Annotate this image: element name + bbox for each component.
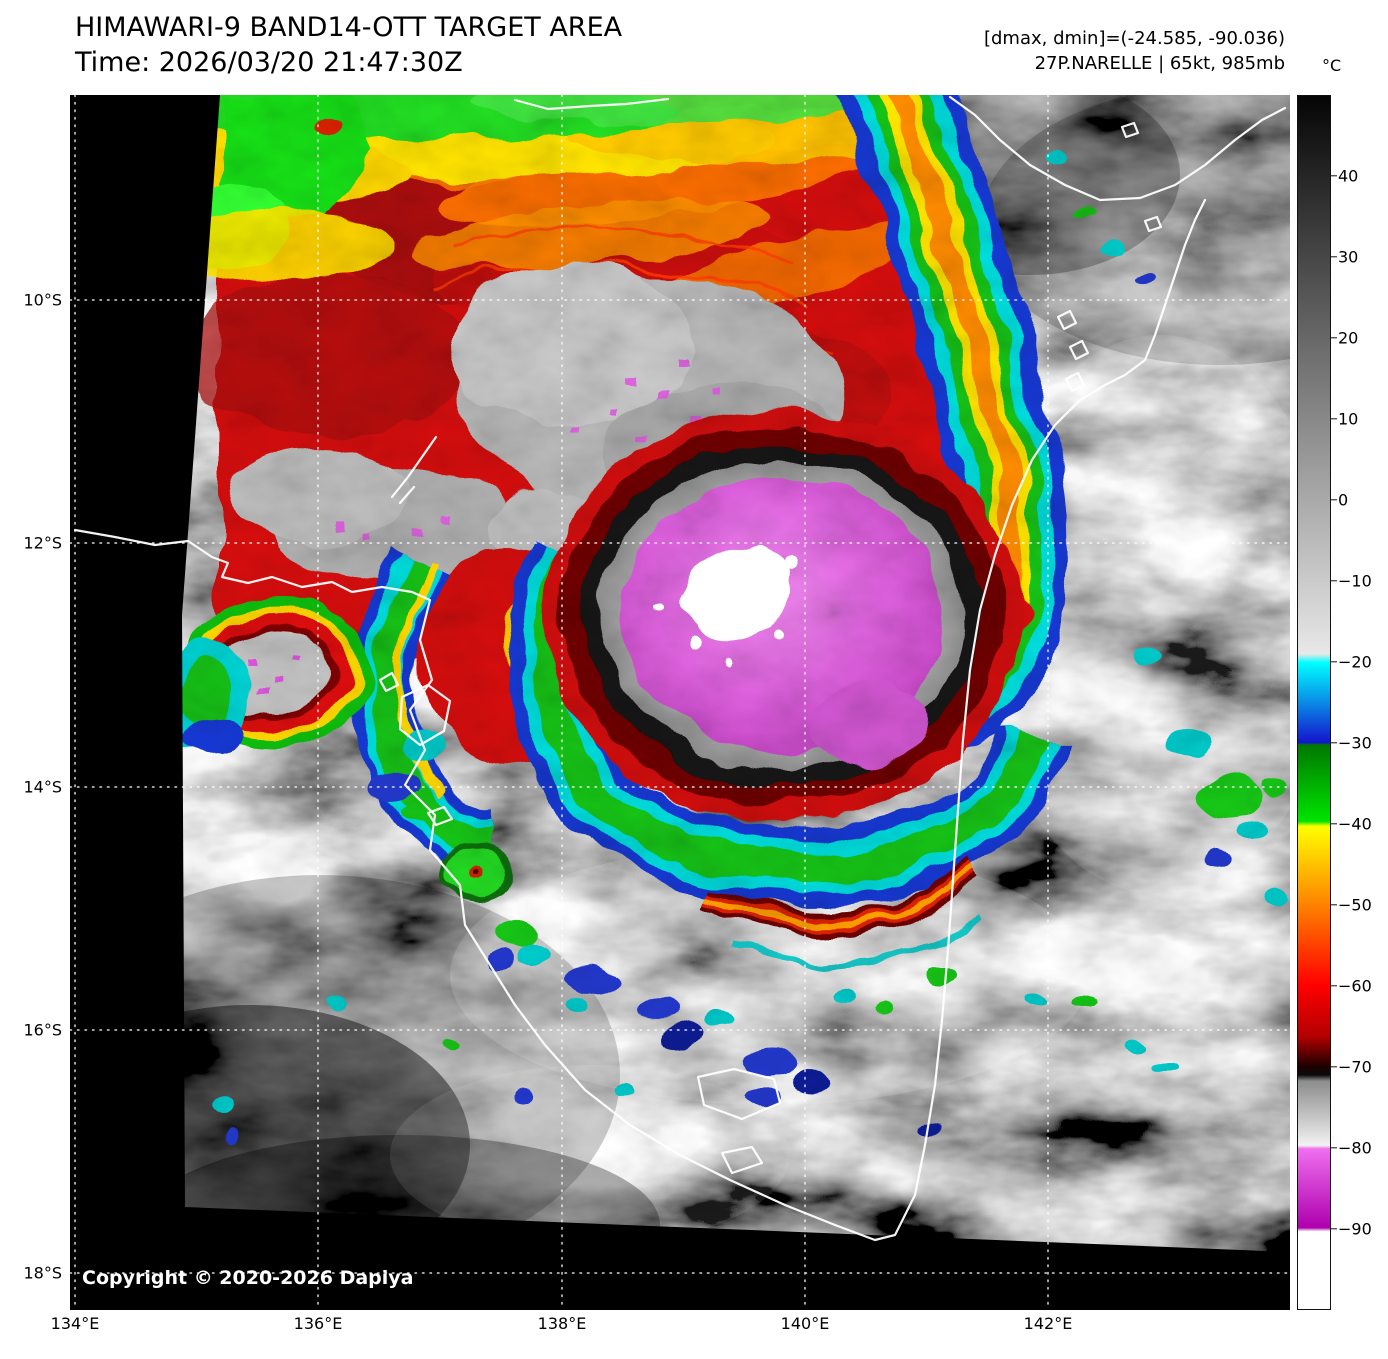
colorbar-tick-mark	[1331, 985, 1337, 987]
colorbar-tick-mark	[1331, 742, 1337, 744]
colorbar-tick-mark	[1331, 337, 1337, 339]
colorbar-tick-mark	[1331, 580, 1337, 582]
storm-info: 27P.NARELLE | 65kt, 985mb	[1034, 53, 1285, 74]
colorbar-tick-mark	[1331, 418, 1337, 420]
colorbar-ticks: 40 30 20 10 0 −10 −20 −30 −40 −50 −60 −70 −80 −90	[1331, 95, 1388, 1310]
longitude-tick-label: 134°E	[50, 1314, 100, 1333]
colorbar-tick-label: −80	[1338, 1138, 1372, 1158]
colorbar-tick-label: −50	[1338, 895, 1372, 915]
colorbar-tick-label: 20	[1338, 328, 1359, 348]
latitude-axis: 10°S 12°S 14°S 16°S 18°S	[0, 95, 62, 1310]
colorbar-tick-label: −10	[1338, 571, 1372, 591]
colorbar-tick-mark	[1331, 661, 1337, 663]
longitude-tick-label: 142°E	[1023, 1314, 1073, 1333]
colorbar-tick-mark	[1331, 1228, 1337, 1230]
coastlines	[73, 95, 1287, 1242]
colorbar-tick-label: −40	[1338, 814, 1372, 834]
colorbar-tick-label: −90	[1338, 1219, 1372, 1239]
colorbar-gradient	[1298, 96, 1330, 1309]
colorbar-tick-label: −20	[1338, 652, 1372, 672]
satellite-imagery	[70, 95, 1290, 1310]
longitude-tick-label: 136°E	[293, 1314, 343, 1333]
colorbar-tick-label: 40	[1338, 166, 1359, 186]
imagery-region	[182, 95, 1290, 1252]
page-title: HIMAWARI-9 BAND14-OTT TARGET AREA	[75, 12, 623, 43]
colorbar-tick-mark	[1331, 904, 1337, 906]
latitude-tick-label: 18°S	[23, 1263, 62, 1283]
longitude-tick-label: 138°E	[537, 1314, 587, 1333]
header-readouts: [dmax, dmin]=(-24.585, -90.036) 27P.NARE…	[984, 26, 1285, 76]
colorbar	[1297, 95, 1331, 1310]
dmax-dmin-readout: [dmax, dmin]=(-24.585, -90.036)	[983, 28, 1285, 49]
latitude-tick-label: 14°S	[23, 777, 62, 797]
colorbar-tick-label: −60	[1338, 976, 1372, 996]
latitude-tick-label: 10°S	[23, 290, 62, 310]
colorbar-tick-label: 0	[1338, 490, 1349, 510]
latitude-tick-label: 12°S	[23, 533, 62, 553]
copyright-notice: Copyright © 2020-2026 Dapiya	[82, 1267, 414, 1289]
longitude-axis: 134°E 136°E 138°E 140°E 142°E	[51, 1314, 1290, 1340]
graticule	[70, 95, 1290, 1310]
colorbar-tick-mark	[1331, 499, 1337, 501]
colorbar-tick-label: 30	[1338, 247, 1359, 267]
longitude-tick-label: 140°E	[780, 1314, 830, 1333]
eye-white-core	[656, 545, 796, 667]
timestamp: Time: 2026/03/20 21:47:30Z	[75, 47, 463, 78]
colorbar-tick-mark	[1331, 256, 1337, 258]
colorbar-tick-mark	[1331, 1066, 1337, 1068]
colorbar-tick-label: −30	[1338, 733, 1372, 753]
colorbar-unit-label: °C	[1322, 56, 1342, 75]
latitude-tick-label: 16°S	[23, 1020, 62, 1040]
satellite-map: Copyright © 2020-2026 Dapiya	[70, 95, 1290, 1310]
colorbar-tick-label: −70	[1338, 1057, 1372, 1077]
colorbar-tick-mark	[1331, 175, 1337, 177]
colorbar-tick-mark	[1331, 823, 1337, 825]
colorbar-tick-mark	[1331, 1147, 1337, 1149]
colorbar-tick-label: 10	[1338, 409, 1359, 429]
